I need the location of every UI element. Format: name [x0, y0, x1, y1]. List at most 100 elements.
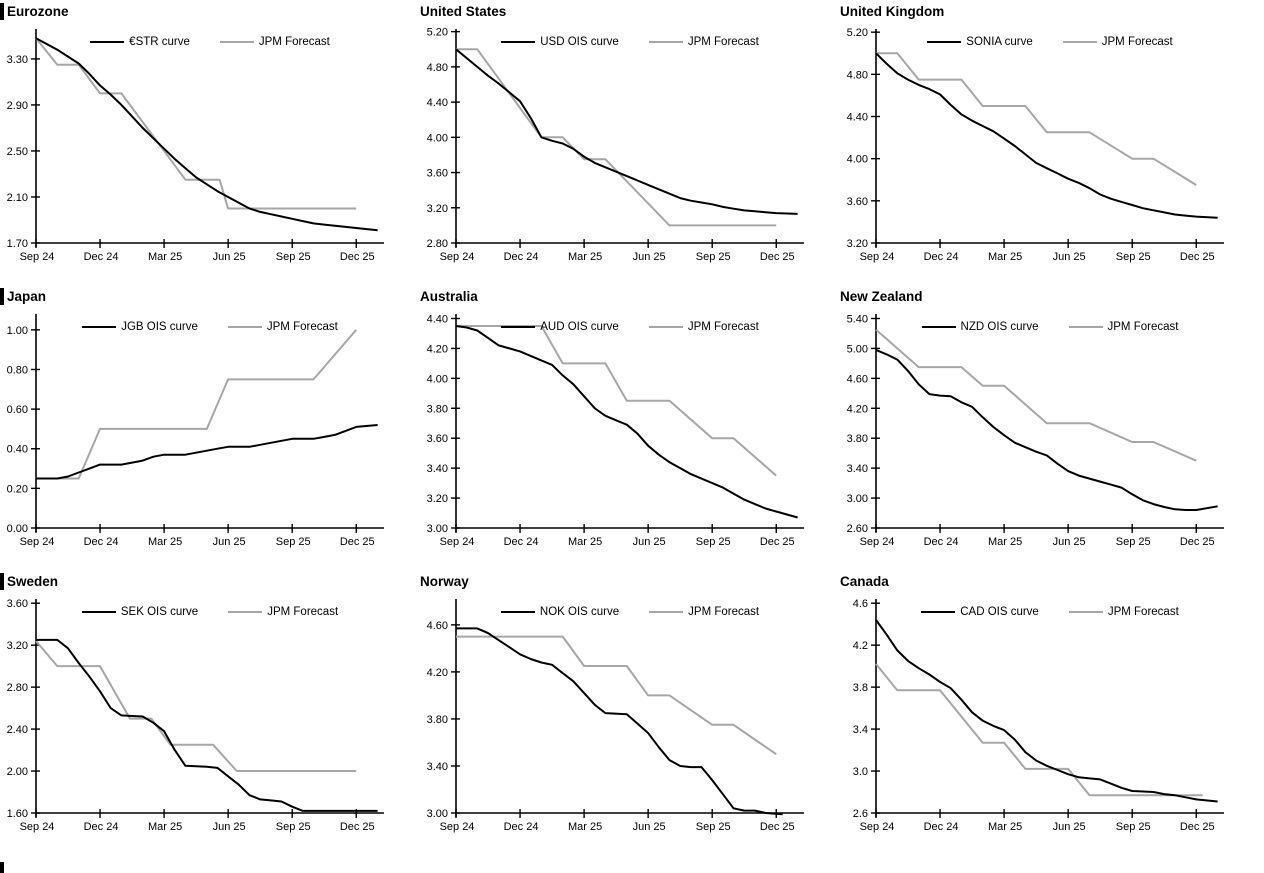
x-axis-tick-label: Sep 25	[1116, 821, 1151, 833]
chart-area-australia: AUD OIS curve JPM Forecast 3.00 3.20 3.40 3.6…	[420, 308, 840, 556]
chart-canvas-australia: 3.00 3.20 3.40 3.60 3.80 4.00 4.20 4.40 Sep 24 De…	[427, 313, 804, 548]
chart-title: United States	[420, 4, 507, 19]
x-axis-tick-label: Dec 25	[340, 251, 375, 263]
y-axis-tick-label: 3.40	[427, 463, 448, 475]
y-axis-tick-label: 3.00	[847, 493, 868, 505]
x-axis-tick-label: Dec 24	[84, 821, 119, 833]
x-axis-tick-label: Dec 25	[760, 251, 795, 263]
next-section-marker	[0, 862, 4, 873]
x-axis-tick-label: Sep 24	[440, 251, 475, 263]
chart-title-row: United Kingdom	[840, 2, 1264, 21]
series-line-market	[875, 348, 1218, 511]
series-line-forecast	[456, 635, 777, 756]
chart-canvas-norway: 3.00 3.40 3.80 4.20 4.60 Sep 24 Dec 24 Mar 25 Ju…	[427, 599, 804, 833]
x-axis-tick-label: Jun 25	[213, 536, 246, 548]
section-bar	[0, 3, 4, 20]
y-axis-tick-label: 4.20	[847, 403, 868, 415]
chart-title: Japan	[7, 289, 47, 304]
series-line-market	[36, 638, 378, 812]
y-axis-tick-label: 3.40	[847, 463, 868, 475]
x-axis-tick-label: Dec 24	[924, 251, 959, 263]
x-axis-tick-label: Sep 24	[440, 821, 475, 833]
y-axis-tick-label: 4.60	[847, 373, 868, 385]
chart-panel-australia: Australia AUD OIS curve JPM Forecast 3.00 3.…	[420, 285, 840, 570]
x-axis-tick-label: Dec 25	[760, 821, 795, 833]
y-axis-tick-label: 3.00	[427, 808, 448, 820]
series-line-forecast	[876, 52, 1197, 186]
x-axis-tick-label: Dec 25	[340, 821, 375, 833]
series-line-forecast	[456, 325, 777, 477]
x-axis-tick-label: Jun 25	[633, 536, 666, 548]
chart-area-new-zealand: NZD OIS curve JPM Forecast 2.60 3.00 3.40 3.8…	[840, 308, 1264, 556]
chart-area-united-states: USD OIS curve JPM Forecast 2.80 3.20 3.60 4.0…	[420, 23, 840, 271]
x-axis-tick-label: Sep 24	[860, 251, 895, 263]
chart-area-eurozone: €STR curve JPM Forecast 1.70 2.10 2.50 2.90 3.…	[0, 23, 420, 271]
y-axis-tick-label: 3.20	[427, 203, 448, 215]
y-axis-tick-label: 4.40	[427, 313, 448, 325]
y-axis-tick-label: 3.30	[7, 54, 28, 66]
y-axis-tick-label: 4.60	[427, 620, 448, 632]
x-axis-tick-label: Sep 24	[860, 821, 895, 833]
section-bar	[0, 573, 4, 590]
series-line-market	[455, 48, 798, 215]
x-axis-tick-label: Dec 25	[340, 536, 375, 548]
x-axis-tick-label: Dec 24	[924, 536, 959, 548]
chart-title: New Zealand	[840, 289, 923, 304]
y-axis-tick-label: 4.40	[427, 97, 448, 109]
x-axis-tick-label: Dec 24	[84, 536, 119, 548]
x-axis-tick-label: Jun 25	[633, 821, 666, 833]
chart-canvas-sweden: 1.60 2.00 2.40 2.80 3.20 3.60 Sep 24 Dec 24 Mar …	[7, 598, 384, 833]
chart-canvas-new-zealand: 2.60 3.00 3.40 3.80 4.20 4.60 5.00 5.40 Sep 24 De…	[847, 313, 1224, 548]
chart-title: Australia	[420, 289, 478, 304]
y-axis-tick-label: 2.60	[847, 523, 868, 535]
chart-panel-united-states: United States USD OIS curve JPM Forecast 2.…	[420, 0, 840, 285]
y-axis-tick-label: 3.20	[847, 238, 868, 250]
x-axis-tick-label: Mar 25	[568, 251, 602, 263]
chart-title: Canada	[840, 574, 889, 589]
x-axis-tick-label: Jun 25	[1053, 821, 1086, 833]
x-axis-tick-label: Mar 25	[568, 536, 602, 548]
series-line-market	[875, 619, 1218, 803]
y-axis-tick-label: 4.20	[427, 667, 448, 679]
y-axis-tick-label: 2.00	[7, 766, 28, 778]
chart-panel-sweden: Sweden SEK OIS curve JPM Forecast 1.60 2.00 2…	[0, 570, 420, 873]
chart-title: United Kingdom	[840, 4, 945, 19]
series-line-market	[36, 424, 378, 480]
y-axis-tick-label: 3.80	[847, 433, 868, 445]
chart-area-sweden: SEK OIS curve JPM Forecast 1.60 2.00 2.40 2.8…	[0, 593, 420, 841]
x-axis-tick-label: Mar 25	[148, 251, 182, 263]
chart-title-row: New Zealand	[840, 287, 1264, 306]
y-axis-tick-label: 3.60	[847, 196, 868, 208]
chart-canvas-united-states: 2.80 3.20 3.60 4.00 4.40 4.80 5.20 Sep 24 Dec 24…	[427, 27, 804, 263]
x-axis-tick-label: Dec 24	[504, 536, 539, 548]
y-axis-tick-label: 0.40	[7, 444, 28, 456]
series-line-forecast	[35, 37, 357, 210]
chart-area-japan: JGB OIS curve JPM Forecast 0.00 0.20 0.40 0.6…	[0, 308, 420, 556]
y-axis-tick-label: 1.00	[7, 325, 28, 337]
y-axis-tick-label: 3.4	[853, 724, 868, 736]
chart-panel-norway: Norway NOK OIS curve JPM Forecast 3.00 3.40 3…	[420, 570, 840, 873]
y-axis-tick-label: 4.80	[847, 69, 868, 81]
chart-canvas-canada: 2.6 3.0 3.4 3.8 4.2 4.6 Sep 24 Dec 24 Mar 25 Jun …	[853, 598, 1224, 833]
x-axis-tick-label: Sep 24	[440, 536, 475, 548]
y-axis-tick-label: 2.6	[853, 808, 868, 820]
y-axis-tick-label: 5.00	[847, 343, 868, 355]
chart-panel-canada: Canada CAD OIS curve JPM Forecast 2.6 3.0 3.4…	[840, 570, 1264, 873]
y-axis-tick-label: 3.60	[427, 433, 448, 445]
x-axis-tick-label: Dec 24	[504, 251, 539, 263]
chart-title-row: Eurozone	[0, 2, 420, 21]
series-line-forecast	[875, 328, 1197, 462]
chart-canvas-united-kingdom: 3.20 3.60 4.00 4.40 4.80 5.20 Sep 24 Dec 24 Mar …	[847, 27, 1224, 263]
x-axis-tick-label: Sep 25	[276, 251, 311, 263]
x-axis-tick-label: Sep 25	[1116, 251, 1151, 263]
chart-title: Norway	[420, 574, 469, 589]
y-axis-tick-label: 1.60	[7, 808, 28, 820]
x-axis-tick-label: Jun 25	[1053, 536, 1086, 548]
y-axis-tick-label: 1.70	[7, 238, 28, 250]
x-axis-tick-label: Jun 25	[1053, 251, 1086, 263]
series-line-market	[456, 627, 783, 816]
x-axis-tick-label: Sep 25	[696, 536, 731, 548]
chart-title: Eurozone	[7, 4, 69, 19]
x-axis-tick-label: Dec 25	[760, 536, 795, 548]
